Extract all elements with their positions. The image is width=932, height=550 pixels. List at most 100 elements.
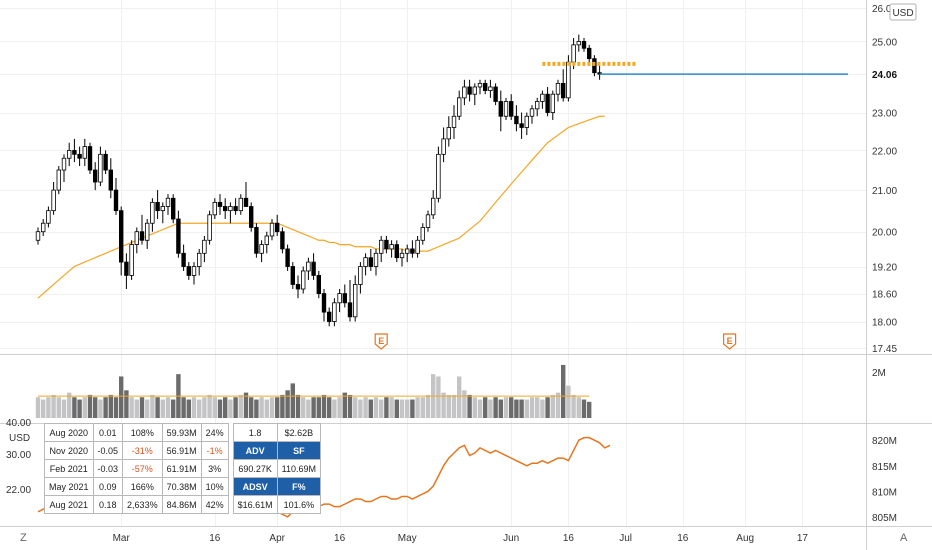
volume-bar — [77, 399, 82, 418]
candle-body — [139, 231, 145, 241]
price-levels — [542, 61, 848, 75]
candle-body — [373, 252, 379, 267]
volume-bar — [264, 399, 269, 418]
candle-body — [306, 261, 311, 272]
candle-body — [150, 201, 155, 224]
candle-body — [378, 239, 384, 254]
volume-bar — [82, 397, 87, 418]
zoom-toggle-button[interactable]: Z — [20, 532, 27, 544]
volume-bar — [415, 397, 420, 418]
candle — [394, 240, 399, 263]
candle — [134, 227, 139, 254]
candle — [540, 90, 545, 109]
volume-bar — [306, 399, 311, 418]
candle-body — [477, 82, 483, 88]
candle — [456, 90, 462, 120]
candle — [129, 240, 134, 280]
candle-body — [186, 266, 191, 276]
candle-body — [129, 244, 134, 276]
table-row: Aug 2021 0.18 2,633% 84.86M 42% $16.61M 101.6% — [44, 495, 322, 514]
candle-body — [191, 266, 197, 276]
candle — [373, 248, 379, 276]
volume-bar — [451, 394, 457, 418]
volume-bar — [576, 397, 581, 418]
candle-body — [67, 150, 72, 159]
volume-bar — [394, 399, 399, 418]
auto-scale-button[interactable]: A — [900, 532, 908, 544]
candle — [41, 219, 46, 236]
table-cell-eps: 0.18 — [92, 495, 124, 514]
table-cell-sales-growth: 10% — [200, 477, 229, 496]
price-axis[interactable]: 26.00 25.00 23.00 22.00 21.00 20.00 19.20 18.60… — [872, 4, 897, 355]
last-price-badge: 24.06 — [867, 67, 907, 82]
candle — [119, 206, 124, 276]
volume-bar — [503, 397, 509, 418]
volume-bar — [514, 399, 519, 418]
volume-bar — [457, 376, 462, 418]
candle — [93, 162, 98, 191]
candle — [332, 298, 337, 327]
price-tick-label: 18.00 — [872, 318, 897, 329]
candle-body — [451, 115, 457, 128]
volume-bar — [134, 399, 139, 418]
time-tick-label: 16 — [563, 533, 575, 544]
time-tick-label: 16 — [334, 533, 346, 544]
left-axis: 40.00 30.00 22.00 — [6, 418, 31, 496]
candle — [165, 194, 171, 215]
volume-bar — [441, 392, 446, 418]
candle — [98, 146, 103, 187]
candle-body — [61, 157, 67, 171]
candle-body — [41, 222, 46, 233]
volume-bar — [353, 397, 358, 418]
line-study-axis: 820M 815M 810M 805M — [872, 436, 897, 524]
price-tick-label: 17.45 — [872, 344, 897, 355]
currency-badge[interactable]: USD — [889, 3, 917, 21]
volume-bar — [186, 399, 191, 418]
candle-body — [176, 218, 181, 254]
volume-bar — [555, 392, 561, 418]
candle-body — [98, 153, 103, 183]
volume-bar — [87, 394, 93, 418]
volume-bar — [347, 394, 353, 418]
candle-body — [113, 189, 119, 212]
volume-bar — [373, 397, 379, 418]
moving-average-line — [37, 115, 605, 299]
candle-body — [368, 257, 373, 267]
candle-body — [410, 248, 415, 254]
earnings-marker[interactable]: E — [374, 333, 388, 350]
table-cell-stat-value: SF — [276, 441, 322, 460]
candle — [160, 202, 165, 224]
candle — [581, 38, 587, 52]
candlestick-series — [35, 34, 602, 327]
candle — [51, 182, 56, 215]
time-axis[interactable]: Mar 16 Apr 16 May Jun 16 Jul 16 Aug 17 — [113, 533, 809, 544]
volume-bar — [519, 399, 524, 418]
volume-bar — [171, 399, 176, 418]
volume-bar — [358, 399, 363, 418]
candle-body — [425, 214, 431, 228]
candle-body — [248, 206, 254, 228]
volume-bar — [446, 394, 451, 418]
volume-bar — [545, 397, 550, 418]
earnings-marker[interactable]: E — [723, 333, 737, 350]
left-tick-label: 30.00 — [6, 450, 31, 461]
candle-body — [555, 82, 561, 95]
volume-bar — [488, 399, 493, 418]
candle-body — [35, 231, 41, 241]
candle — [67, 142, 72, 167]
time-tick-label: Mar — [113, 533, 131, 544]
volume-bar — [113, 397, 119, 418]
volume-bar — [384, 397, 389, 418]
candle-body — [217, 201, 223, 207]
candle — [368, 248, 373, 271]
last-price-label: 24.06 — [872, 70, 897, 81]
candle — [311, 253, 316, 280]
candle-body — [233, 206, 238, 212]
candle-body — [389, 244, 394, 250]
candle — [342, 284, 347, 308]
candle — [535, 97, 540, 117]
candle — [430, 190, 436, 220]
candle-body — [243, 197, 249, 207]
